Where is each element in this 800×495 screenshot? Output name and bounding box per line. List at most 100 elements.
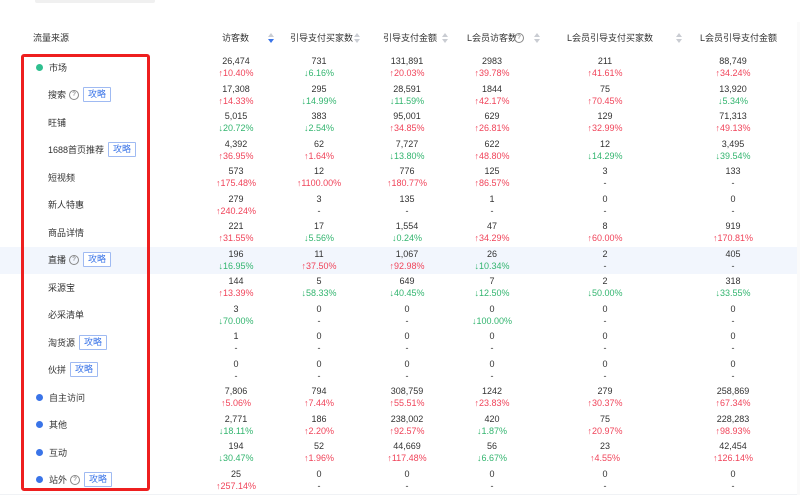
change-percent: - [731,260,735,271]
metric-change: - [565,261,645,271]
arrow-up-icon: ↑ [389,425,394,436]
source-label: 采源宝 [48,282,76,293]
arrow-down-icon: ↓ [389,150,394,161]
metric-value: 25 [230,468,241,479]
metric-change: - [367,371,447,381]
metric-value: 17,308 [222,83,250,94]
vertical-scrollbar[interactable] [797,22,800,495]
metric-change: ↑257.14% [196,481,276,491]
table-row[interactable] [0,274,800,303]
expand-dot-icon[interactable] [36,476,43,483]
metric-change: ↓30.47% [196,453,276,463]
metric-change: - [565,343,645,353]
change-percent: 14.99% [305,95,337,106]
expand-dot-icon[interactable] [36,421,43,428]
metric-value: 129 [597,111,613,121]
metric-value: 62 [313,138,324,149]
table-row[interactable] [0,219,800,248]
help-icon[interactable]: ? [70,474,81,485]
metric-change: ↑26.81% [452,123,532,133]
arrow-up-icon: ↑ [215,480,221,491]
arrow-down-icon: ↓ [218,315,223,326]
source-label: 短视频 [48,172,76,183]
top-scroll-remnant [0,0,800,12]
metric-value: 26,474 [222,56,250,66]
change-percent: 180.77% [391,178,428,188]
arrow-up-icon: ↑ [215,178,221,188]
change-percent: - [317,370,321,381]
metric-change: - [367,316,447,326]
change-percent: - [317,343,321,353]
change-percent: - [405,343,409,353]
sort-icon[interactable] [442,33,448,43]
change-percent: - [731,343,735,353]
change-percent: - [731,480,735,491]
source-label: 自主访问 [49,392,86,403]
metric-value: 3 [316,193,322,204]
change-percent: 23.83% [478,398,510,408]
metric-change: ↓58.33% [279,288,359,298]
source-label: 必采清单 [48,310,85,320]
metric-change: - [565,481,645,491]
strategy-tag-button[interactable]: 攻略 [83,87,112,102]
table-row[interactable] [0,384,800,413]
column-header-l-buyers[interactable]: L会员引导支付买家数 [567,33,654,43]
metric-value: 420 [484,413,500,424]
source-column-header: 流量来源 [33,33,70,43]
arrow-up-icon: ↑ [303,453,309,463]
strategy-tag-button[interactable]: 攻略 [79,334,108,350]
change-percent: 100.00% [476,315,513,326]
change-percent: 117.48% [391,453,427,463]
metric-value: 0 [316,358,322,369]
help-icon[interactable]: ? [514,33,524,43]
strategy-tag-button[interactable]: 攻略 [84,472,113,487]
source-label-cell: 必采清单 [48,308,84,322]
column-header-l-amount[interactable]: L会员引导支付金额 [700,33,778,43]
sort-active-icon[interactable] [268,33,274,43]
source-label: 新人特惠 [48,200,85,210]
help-icon[interactable]: ? [69,89,80,100]
metric-value: 383 [311,111,327,121]
metric-change: ↑14.33% [196,96,276,106]
metric-change: - [279,481,359,491]
arrow-up-icon: ↑ [715,68,720,78]
change-percent: 20.03% [393,68,425,78]
table-row[interactable] [0,329,800,358]
metric-value: 1 [233,331,239,341]
sort-icon[interactable] [676,33,682,43]
column-header-visitors[interactable]: 访客数 [222,33,250,43]
sort-icon[interactable] [534,33,540,43]
metric-change: ↑49.13% [693,123,773,133]
strategy-tag-button[interactable]: 攻略 [108,142,137,157]
metric-value: 0 [489,331,495,341]
sort-icon[interactable] [354,33,360,43]
help-icon[interactable]: ? [69,254,80,265]
metric-value: 0 [602,358,608,369]
column-header-amount[interactable]: 引导支付金额 [383,33,438,43]
expand-dot-icon[interactable] [36,448,43,456]
source-label: 直播 [48,255,67,265]
metric-change: ↑31.55% [196,233,276,243]
strategy-tag-button[interactable]: 攻略 [70,362,99,377]
arrow-up-icon: ↑ [587,425,592,436]
source-label-cell: 站外? 攻略 [36,472,113,487]
change-percent: 170.81% [717,233,754,243]
metric-change: ↓100.00% [452,316,532,326]
metric-change: ↑92.98% [367,261,447,271]
strategy-tag-button[interactable]: 攻略 [83,252,112,267]
change-percent: 55.51% [393,398,425,408]
table-header: 流量来源 访客数 引导支付买家数 引导支付金额 L会员访客数 ? L会员引导支付… [0,22,800,55]
metric-change: ↑4.55% [565,453,645,463]
expand-dot-icon[interactable] [36,63,43,71]
expand-dot-icon[interactable] [36,393,43,401]
column-header-buyers[interactable]: 引导支付买家数 [290,33,354,43]
change-percent: - [405,480,409,491]
metric-value: 7,727 [395,138,419,149]
metric-value: 0 [730,193,736,204]
arrow-up-icon: ↑ [587,95,592,106]
table-row[interactable] [0,109,800,138]
column-header-l-visitors[interactable]: L会员访客数 [467,33,518,43]
metric-value: 3 [602,166,608,176]
change-percent: 5.56% [308,233,335,243]
table-row[interactable] [0,439,800,468]
